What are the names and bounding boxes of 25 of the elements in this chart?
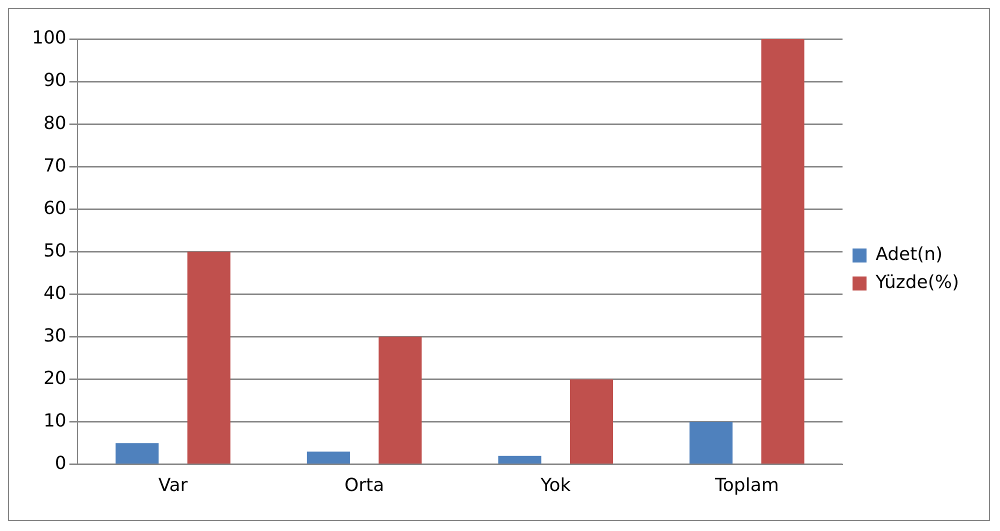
y-tick-label: 60: [43, 198, 66, 219]
x-tick-label: Var: [158, 474, 188, 496]
y-tick-label: 50: [43, 240, 66, 262]
y-tick-label: 20: [43, 368, 66, 389]
bar: [187, 252, 230, 464]
x-tick-label: Toplam: [714, 474, 779, 496]
legend-label: Yüzde(%): [874, 272, 960, 294]
bar: [690, 422, 733, 464]
bar: [116, 443, 159, 464]
bar: [306, 452, 350, 464]
y-tick-label: 10: [43, 410, 66, 432]
y-tick-label: 0: [54, 453, 66, 474]
y-tick-label: 100: [32, 28, 66, 49]
y-tick-label: 80: [43, 112, 66, 134]
x-tick-label: Orta: [344, 474, 384, 496]
y-tick-label: 40: [43, 282, 66, 304]
legend-label: Adet(n): [876, 244, 943, 266]
y-tick-label: 70: [43, 155, 66, 176]
bar: [498, 456, 542, 464]
y-tick-label: 90: [43, 70, 66, 92]
bar: [570, 379, 614, 464]
bar: [761, 39, 804, 464]
y-tick-label: 30: [43, 325, 66, 346]
bar: [378, 336, 422, 464]
x-tick-label: Yok: [540, 474, 572, 496]
